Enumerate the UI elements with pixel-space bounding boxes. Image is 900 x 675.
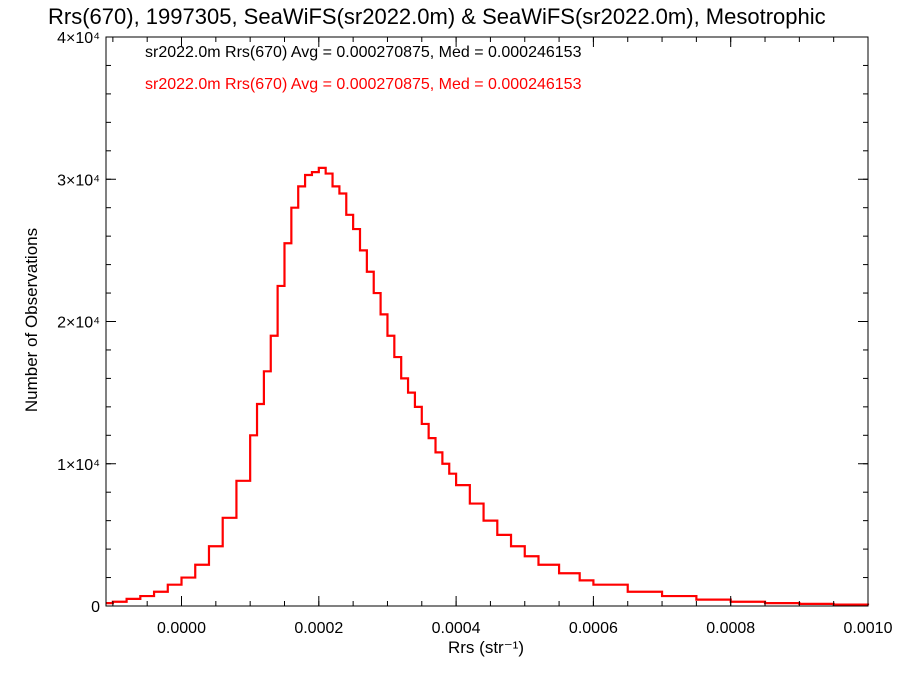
x-tick-label: 0.0008 [706,620,755,637]
y-tick-label: 2×10⁴ [57,315,100,332]
y-tick-label: 0 [91,599,100,616]
x-tick-label: 0.0010 [844,620,893,637]
y-tick-label: 4×10⁴ [57,30,100,47]
annotation-black: sr2022.0m Rrs(670) Avg = 0.000270875, Me… [145,44,582,61]
y-tick-label: 1×10⁴ [57,457,100,474]
histogram-series-0 [106,166,870,606]
x-tick-label: 0.0004 [432,620,481,637]
x-tick-label: 0.0002 [294,620,343,637]
x-axis-label: Rrs (str⁻¹) [447,638,525,657]
annotation-red: sr2022.0m Rrs(670) Avg = 0.000270875, Me… [145,76,582,93]
x-tick-label: 0.0000 [157,620,206,637]
y-axis-label: Number of Observations [22,227,41,413]
chart-title: Rrs(670), 1997305, SeaWiFS(sr2022.0m) & … [48,4,826,29]
x-tick-label: 0.0006 [569,620,618,637]
y-tick-label: 3×10⁴ [57,172,100,189]
